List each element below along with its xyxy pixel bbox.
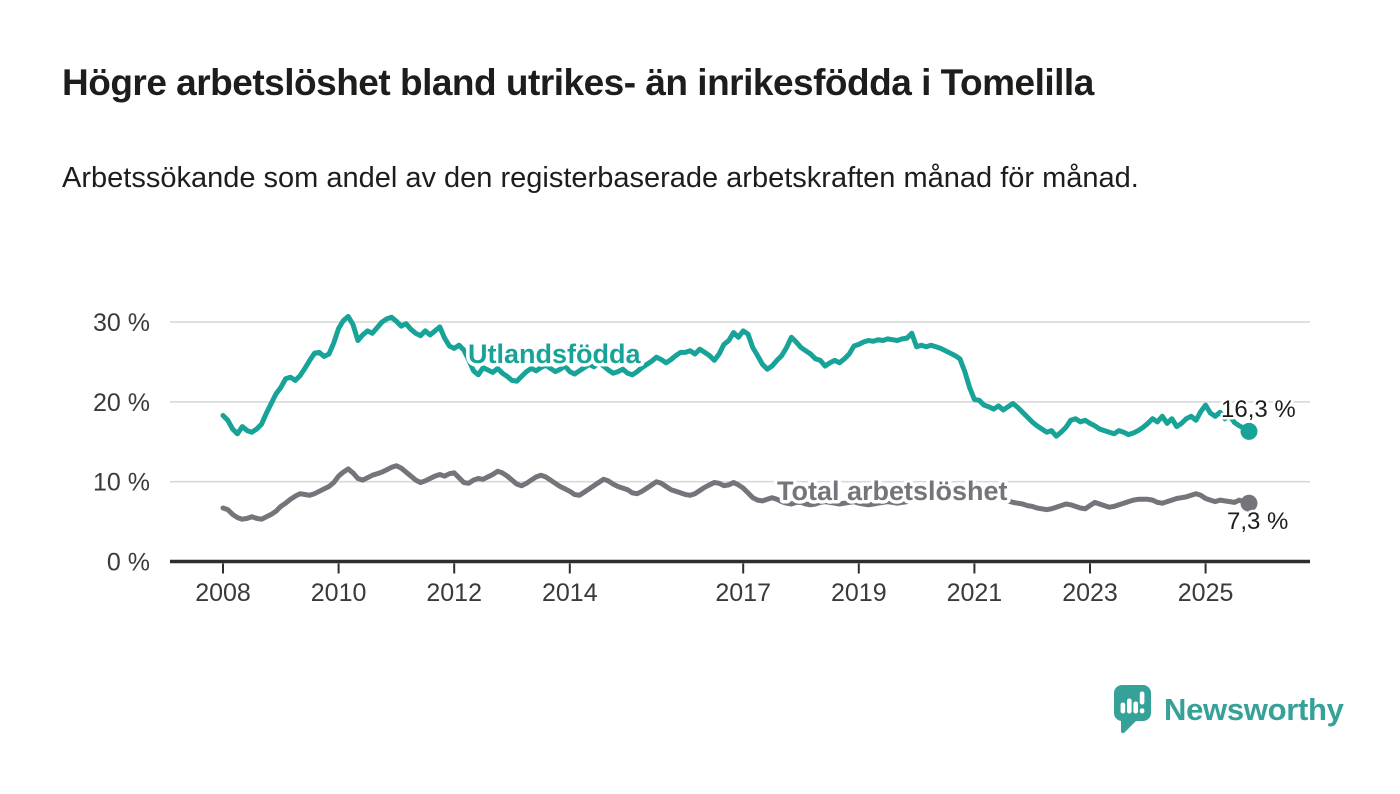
end-value-label-utlandsf-dda: 16,3 % bbox=[1221, 396, 1296, 423]
y-tick-label: 10 % bbox=[93, 469, 150, 497]
x-tick-label: 2023 bbox=[1062, 579, 1118, 607]
series-label-total-arbetsl-shet: Total arbetslöshet bbox=[777, 476, 1008, 506]
end-value-label-total-arbetsl-shet: 7,3 % bbox=[1227, 508, 1288, 535]
x-tick-label: 2014 bbox=[542, 579, 598, 607]
chart-subtitle: Arbetssökande som andel av den registerb… bbox=[62, 162, 1139, 194]
x-tick-label: 2019 bbox=[831, 579, 887, 607]
y-tick-label: 20 % bbox=[93, 389, 150, 417]
newsworthy-icon bbox=[1114, 685, 1151, 734]
series-line-total-arbetsl-shet bbox=[220, 463, 1252, 522]
x-tick-label: 2010 bbox=[311, 579, 367, 607]
x-tick-label: 2021 bbox=[947, 579, 1003, 607]
newsworthy-wordmark: Newsworthy bbox=[1164, 692, 1344, 727]
series-line-utlandsf-dda bbox=[220, 314, 1252, 439]
y-tick-label: 30 % bbox=[93, 309, 150, 337]
x-tick-label: 2008 bbox=[195, 579, 251, 607]
series-end-dot-total-arbetsl-shet bbox=[1240, 494, 1258, 512]
x-tick-label: 2025 bbox=[1178, 579, 1234, 607]
x-tick-label: 2017 bbox=[715, 579, 771, 607]
series-end-dot-utlandsf-dda bbox=[1240, 422, 1258, 440]
x-tick-label: 2012 bbox=[426, 579, 482, 607]
newsworthy-logo: Newsworthy bbox=[1114, 684, 1344, 736]
y-tick-label: 0 % bbox=[107, 549, 150, 577]
page-title: Högre arbetslöshet bland utrikes- än inr… bbox=[62, 62, 1094, 103]
series-label-utlandsf-dda: Utlandsfödda bbox=[468, 339, 641, 369]
